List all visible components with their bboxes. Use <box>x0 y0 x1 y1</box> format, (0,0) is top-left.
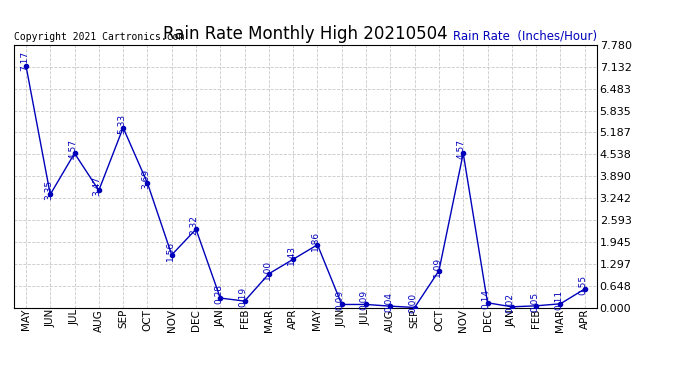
Text: 1.43: 1.43 <box>287 245 296 265</box>
Text: 0.14: 0.14 <box>482 289 491 309</box>
Text: 0.11: 0.11 <box>554 290 563 310</box>
Text: Copyright 2021 Cartronics.com: Copyright 2021 Cartronics.com <box>14 32 185 42</box>
Text: 5.33: 5.33 <box>117 113 126 134</box>
Text: 0.02: 0.02 <box>506 292 515 313</box>
Text: 0.00: 0.00 <box>408 293 417 314</box>
Text: 0.04: 0.04 <box>384 292 393 312</box>
Text: 1.86: 1.86 <box>311 231 320 251</box>
Text: 3.47: 3.47 <box>92 176 101 196</box>
Text: 4.57: 4.57 <box>68 139 77 159</box>
Title: Rain Rate Monthly High 20210504: Rain Rate Monthly High 20210504 <box>163 26 448 44</box>
Text: 0.09: 0.09 <box>335 290 344 310</box>
Text: 7.17: 7.17 <box>20 51 29 72</box>
Text: 3.69: 3.69 <box>141 169 150 189</box>
Text: 0.05: 0.05 <box>530 292 539 312</box>
Text: 0.28: 0.28 <box>214 284 223 304</box>
Text: 0.09: 0.09 <box>360 290 369 310</box>
Text: 4.57: 4.57 <box>457 139 466 159</box>
Text: 0.55: 0.55 <box>578 275 587 295</box>
Text: 1.09: 1.09 <box>433 256 442 277</box>
Text: 1.56: 1.56 <box>166 241 175 261</box>
Text: 2.32: 2.32 <box>190 215 199 235</box>
Text: 3.35: 3.35 <box>44 180 53 200</box>
Text: Rain Rate  (Inches/Hour): Rain Rate (Inches/Hour) <box>453 29 597 42</box>
Text: 0.19: 0.19 <box>238 287 248 307</box>
Text: 1.00: 1.00 <box>263 260 272 280</box>
